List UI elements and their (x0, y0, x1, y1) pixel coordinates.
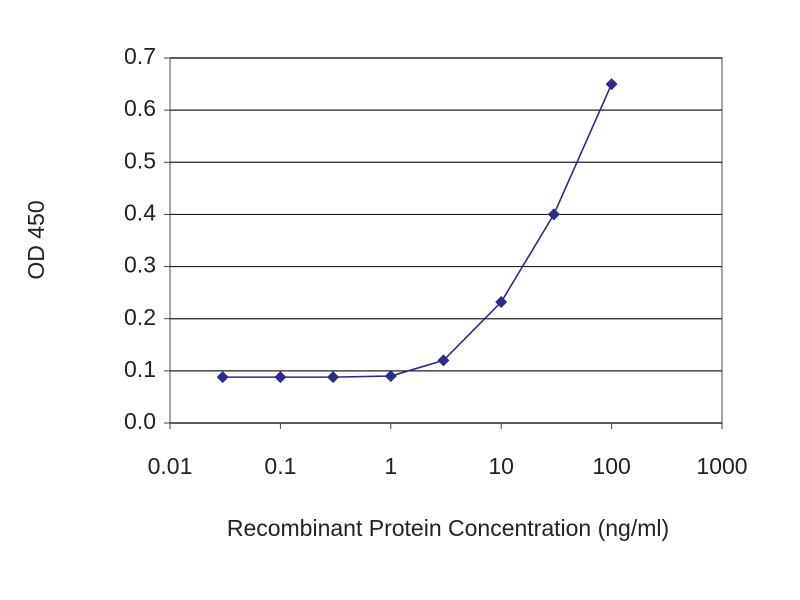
data-point (437, 354, 450, 367)
y-tick-label: 0.4 (124, 200, 156, 226)
y-tick-label: 0.0 (124, 408, 156, 434)
data-point (605, 78, 618, 91)
y-tick-label: 0.3 (124, 252, 156, 278)
data-line (222, 83, 613, 378)
y-axis-label: OD 450 (23, 200, 49, 279)
x-tick-label: 0.01 (148, 453, 193, 479)
x-tick-label: 1000 (696, 453, 747, 479)
data-point (216, 371, 229, 384)
y-tick-label: 0.1 (124, 356, 156, 382)
data-point (384, 370, 397, 383)
data-point (547, 208, 560, 221)
data-point (495, 296, 508, 309)
y-tick-label: 0.2 (124, 304, 156, 330)
x-axis-label: Recombinant Protein Concentration (ng/ml… (227, 515, 669, 541)
y-tick-label: 0.5 (124, 147, 156, 173)
x-tick-label: 0.1 (264, 453, 296, 479)
plot-area (169, 57, 723, 424)
data-point (274, 371, 287, 384)
y-tick-label: 0.7 (124, 43, 156, 69)
x-tick-label: 10 (488, 453, 514, 479)
data-point (327, 371, 340, 384)
x-tick-label: 1 (384, 453, 397, 479)
x-tick-label: 100 (592, 453, 630, 479)
y-tick-label: 0.6 (124, 95, 156, 121)
